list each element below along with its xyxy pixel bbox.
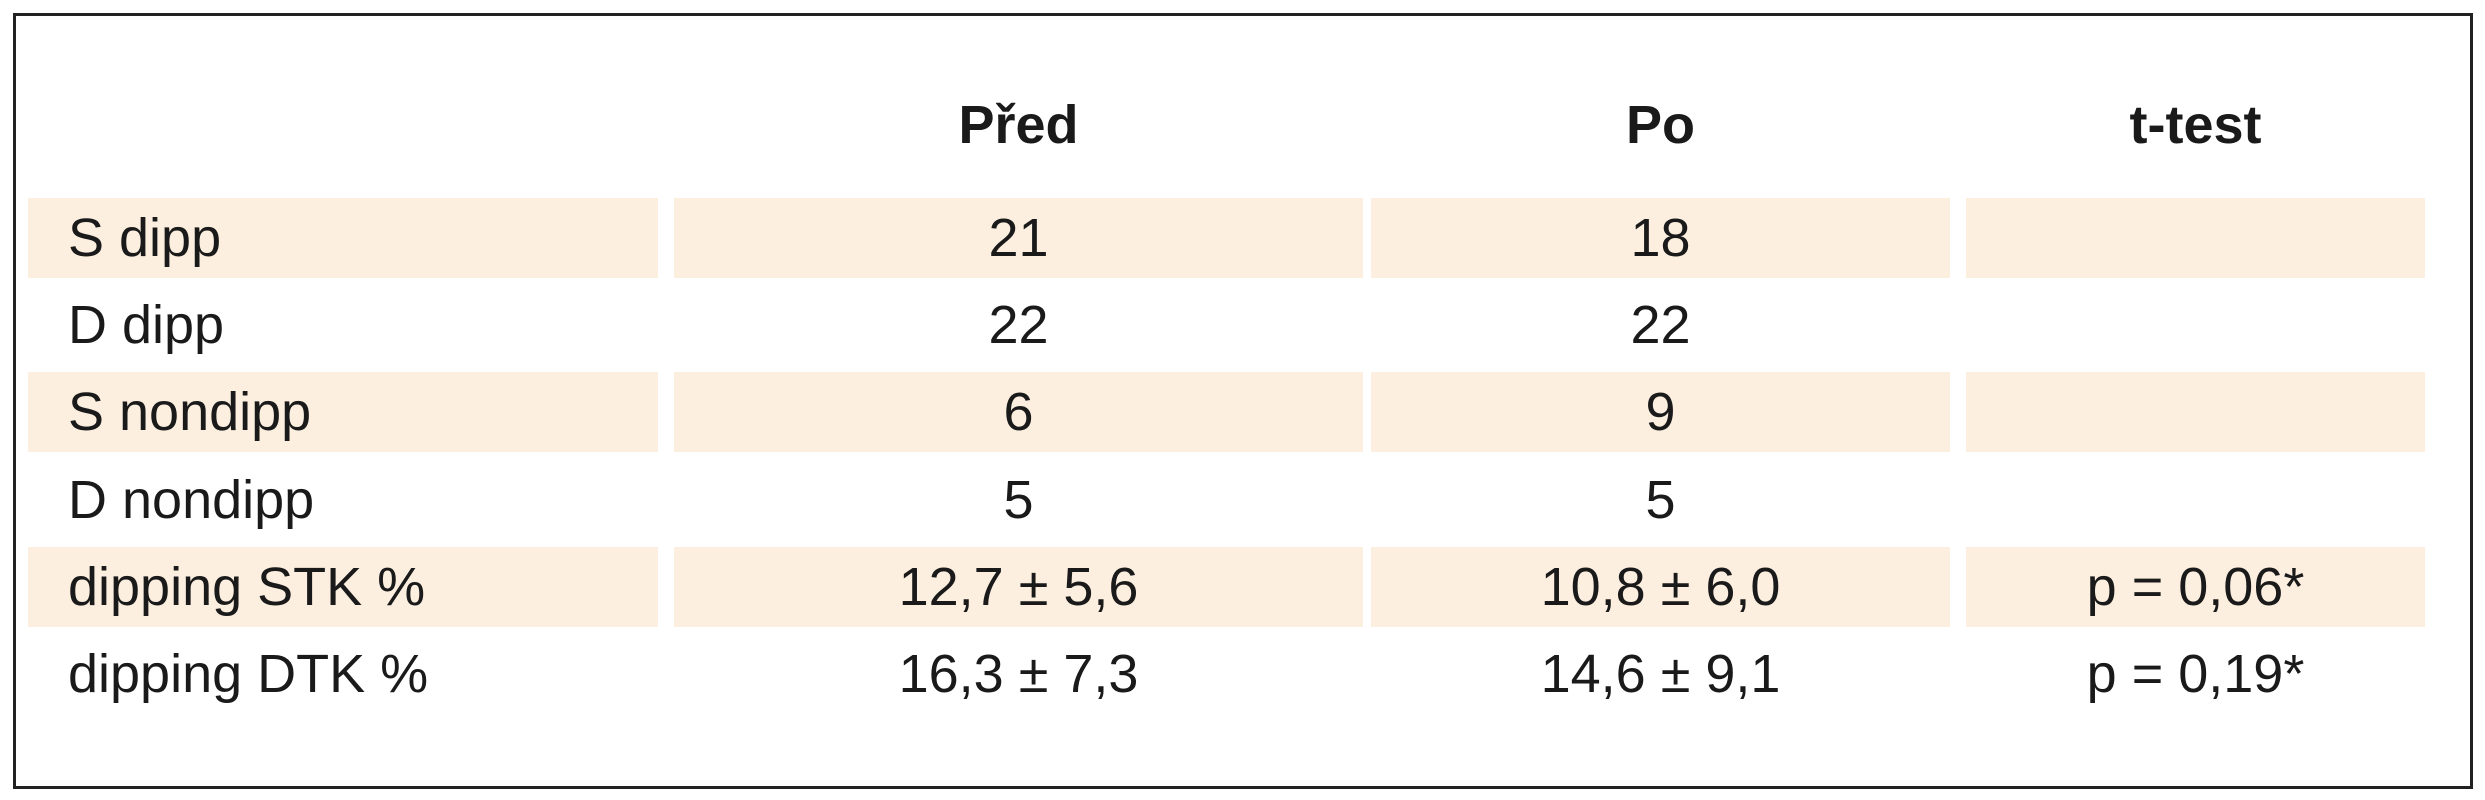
table-cell: 6 bbox=[674, 372, 1363, 453]
empty-cell bbox=[1966, 372, 2425, 453]
empty-cell bbox=[1966, 460, 2425, 540]
column-header: t-test bbox=[2129, 95, 2262, 155]
table-cell: 5 bbox=[1645, 469, 1676, 530]
table-cell: 9 bbox=[1371, 372, 1950, 453]
table-cell: 14,6 ± 9,1 bbox=[1540, 644, 1781, 704]
table-cell: 22 bbox=[988, 295, 1049, 356]
row-label: dipping DTK % bbox=[68, 644, 429, 704]
table-cell: 18 bbox=[1371, 198, 1950, 278]
row-label: D dipp bbox=[68, 295, 225, 356]
table-cell: 16,3 ± 7,3 bbox=[898, 644, 1139, 704]
table-cell: 22 bbox=[1630, 295, 1691, 356]
empty-cell bbox=[1966, 285, 2425, 365]
empty-cell bbox=[1966, 198, 2425, 278]
table-cell: p = 0,06* bbox=[1966, 546, 2425, 627]
row-label: dipping STK % bbox=[28, 546, 658, 627]
table-cell: 12,7 ± 5,6 bbox=[674, 546, 1363, 627]
table-frame bbox=[13, 13, 2473, 789]
row-label: S nondipp bbox=[28, 372, 658, 453]
column-header: Po bbox=[1625, 95, 1695, 155]
table-cell: 21 bbox=[674, 198, 1363, 278]
column-header: Před bbox=[958, 95, 1079, 155]
table-cell: p = 0,19* bbox=[2086, 644, 2305, 704]
row-label: S dipp bbox=[28, 198, 658, 278]
table-cell: 10,8 ± 6,0 bbox=[1371, 546, 1950, 627]
row-label: D nondipp bbox=[68, 469, 315, 530]
table-cell: 5 bbox=[1003, 469, 1034, 530]
